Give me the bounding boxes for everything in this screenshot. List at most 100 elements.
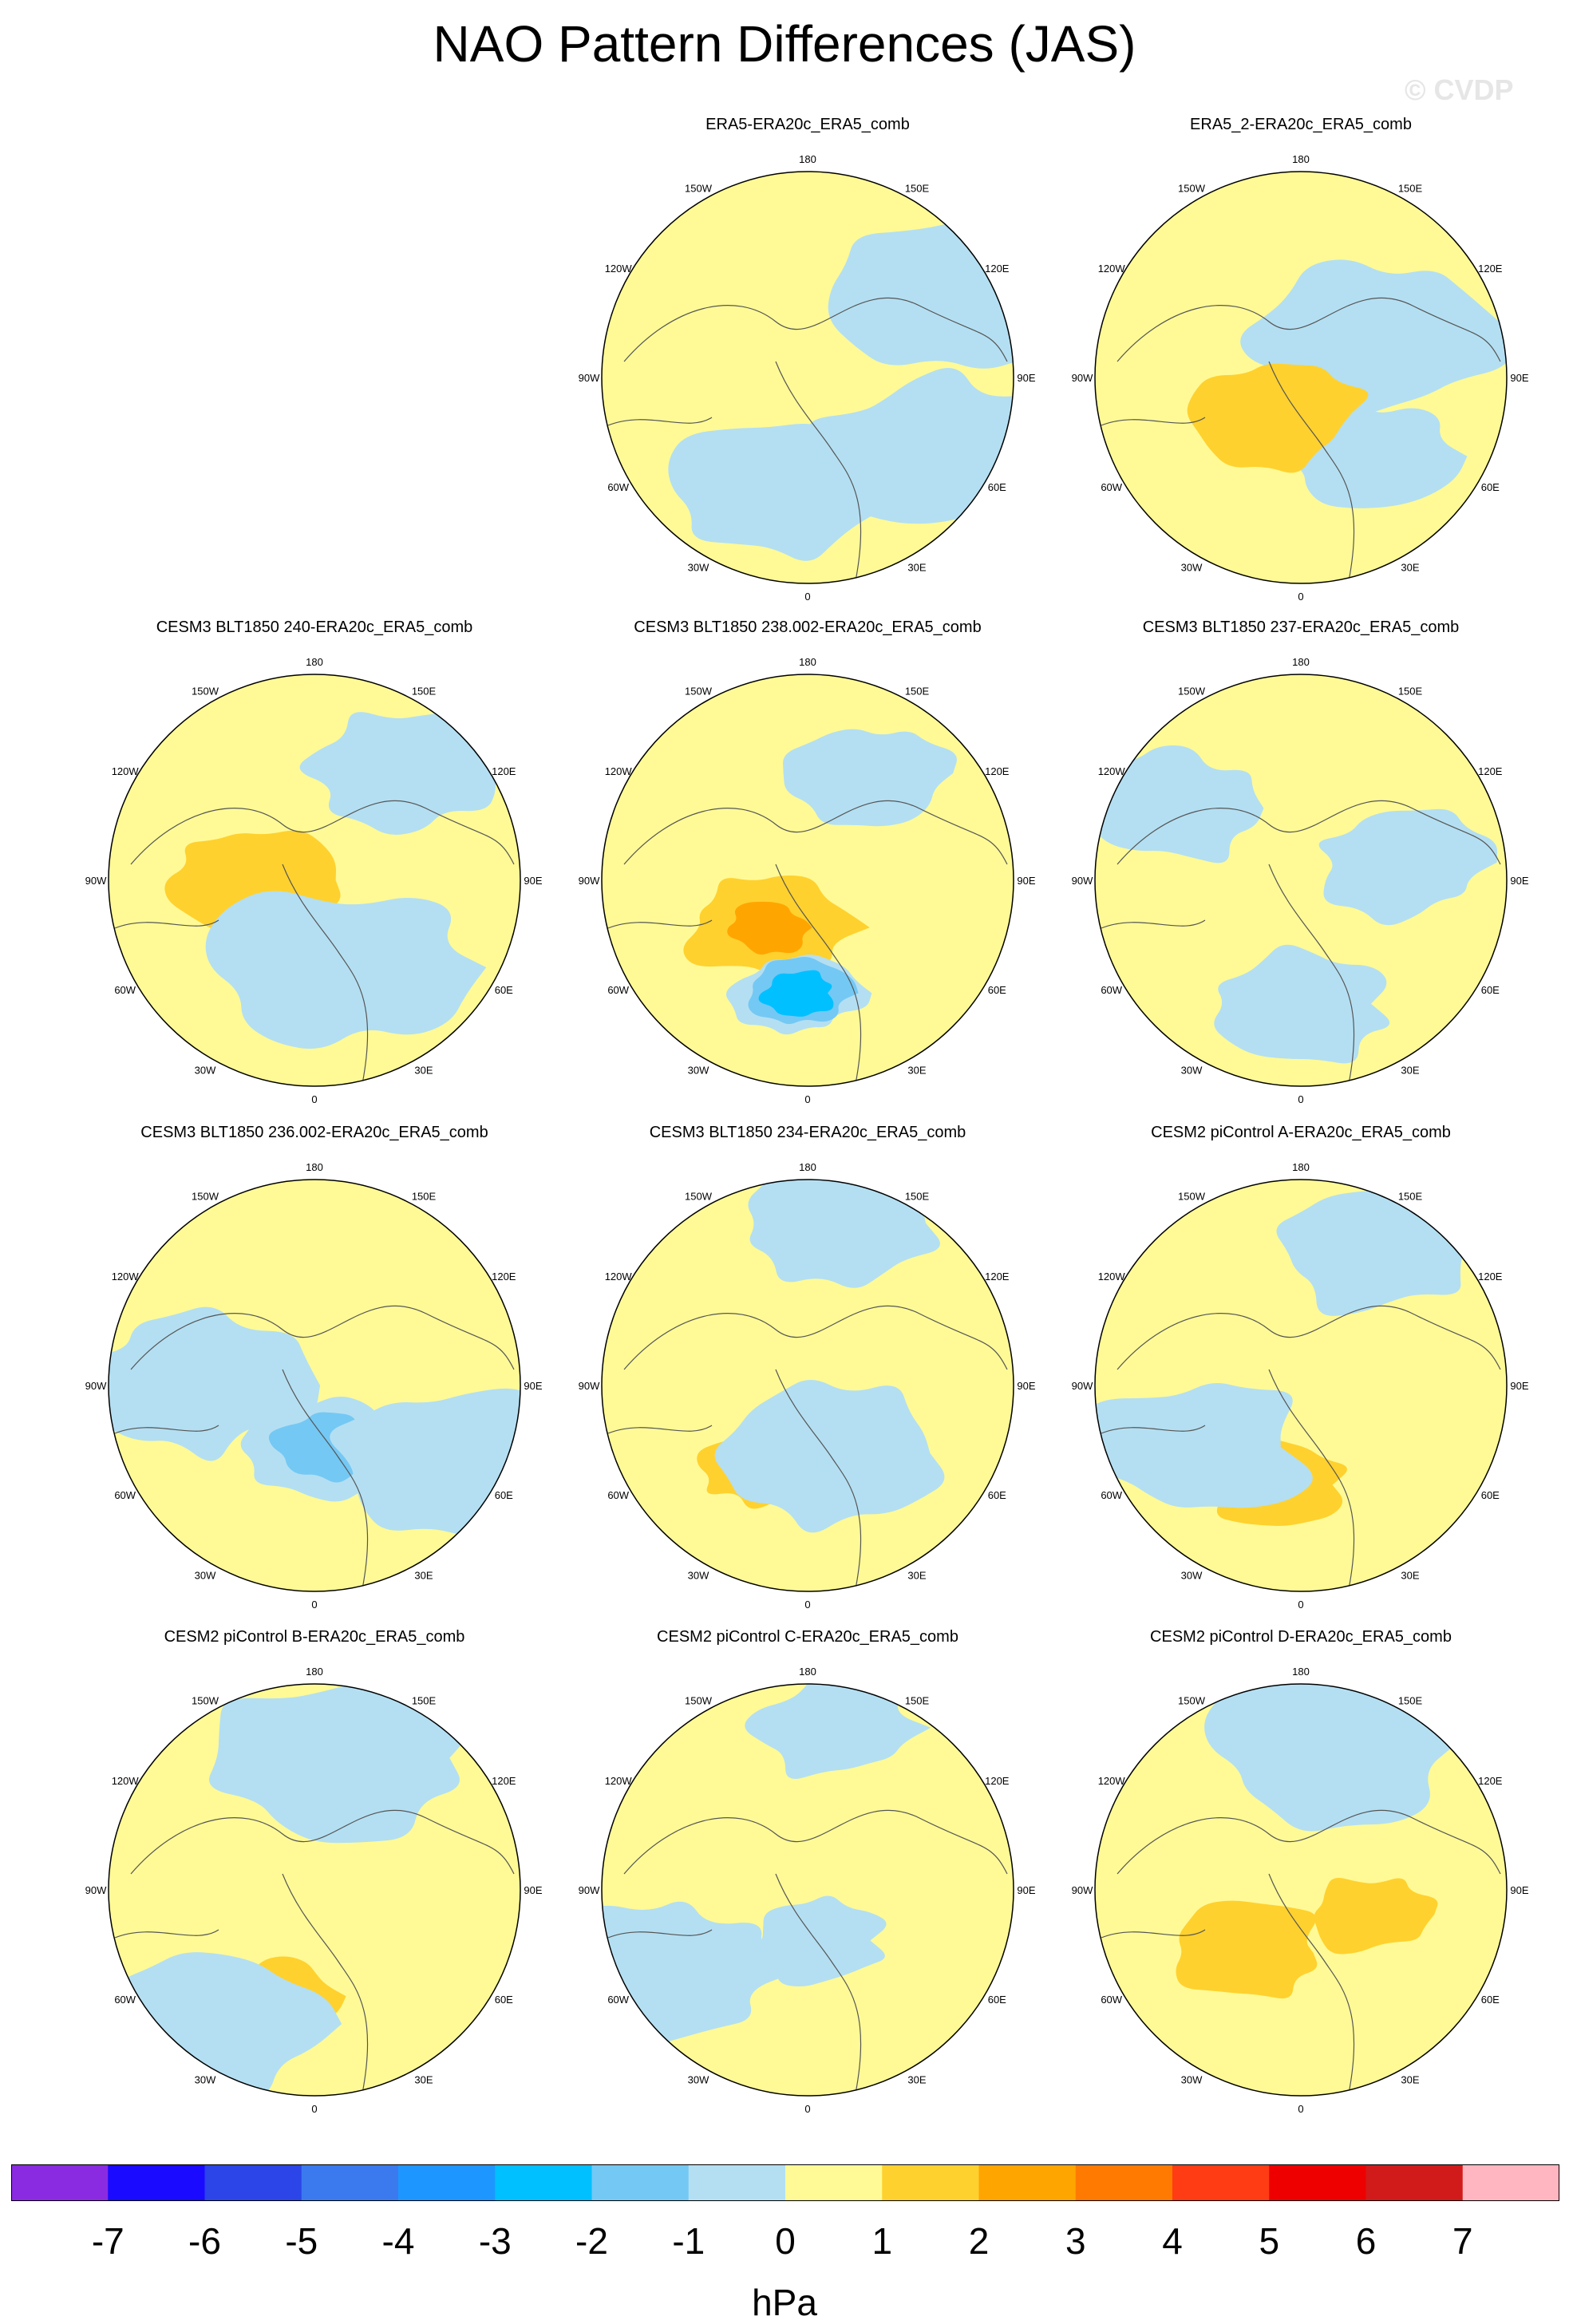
longitude-label: 150E bbox=[1398, 183, 1423, 195]
colorbar-swatch bbox=[785, 2164, 883, 2201]
anomaly-region bbox=[714, 1380, 945, 1533]
longitude-label: 30W bbox=[195, 1064, 216, 1076]
longitude-label: 30W bbox=[688, 1064, 709, 1076]
colorbar-label: -2 bbox=[575, 2220, 608, 2262]
longitude-label: 150E bbox=[1398, 1191, 1423, 1203]
polar-map: 180 150E 120E 90E 60E 30E 0 30W 60W 90W 120W 150W bbox=[579, 656, 1036, 1105]
longitude-label: 90W bbox=[579, 1884, 600, 1896]
polar-map: 180 150E 120E 90E 60E 30E 0 30W 60W 90W 120W 150W bbox=[1072, 153, 1529, 603]
panel-title: CESM3 BLT1850 234-ERA20c_ERA5_comb bbox=[649, 1124, 966, 1141]
longitude-label: 180 bbox=[799, 153, 816, 165]
anomaly-region bbox=[782, 729, 957, 827]
colorbar-swatch bbox=[1365, 2164, 1464, 2201]
colorbar-swatch bbox=[688, 2164, 786, 2201]
longitude-label: 90E bbox=[524, 1884, 542, 1896]
longitude-label: 30W bbox=[1181, 1064, 1203, 1076]
longitude-label: 60E bbox=[495, 1489, 513, 1501]
longitude-label: 180 bbox=[306, 1161, 323, 1173]
longitude-label: 90W bbox=[579, 875, 600, 887]
longitude-label: 120W bbox=[605, 263, 633, 275]
longitude-label: 30E bbox=[1401, 1064, 1419, 1076]
longitude-label: 0 bbox=[311, 1599, 317, 1611]
anomaly-region bbox=[1204, 1684, 1452, 1832]
longitude-label: 90W bbox=[1072, 875, 1093, 887]
longitude-label: 90E bbox=[1017, 875, 1035, 887]
longitude-label: 60W bbox=[607, 481, 629, 493]
panel-title: CESM3 BLT1850 240-ERA20c_ERA5_comb bbox=[156, 619, 473, 636]
colorbar-label: 2 bbox=[969, 2220, 990, 2262]
cvdp-watermark: © CVDP bbox=[1405, 73, 1514, 106]
anomaly-region bbox=[1095, 1382, 1313, 1508]
longitude-label: 0 bbox=[1298, 1093, 1303, 1105]
panel-title: CESM3 BLT1850 237-ERA20c_ERA5_comb bbox=[1142, 619, 1460, 636]
panel-title: ERA5_2-ERA20c_ERA5_comb bbox=[1190, 116, 1412, 133]
panel-title: CESM2 piControl D-ERA20c_ERA5_comb bbox=[1150, 1628, 1452, 1646]
map-panel: CESM3 BLT1850 240-ERA20c_ERA5_comb 180 150… bbox=[67, 619, 562, 1121]
longitude-label: 120E bbox=[985, 765, 1010, 777]
longitude-label: 30E bbox=[1401, 561, 1419, 573]
coastline bbox=[114, 1809, 515, 2094]
longitude-label: 120E bbox=[1478, 765, 1503, 777]
longitude-label: 150E bbox=[905, 686, 930, 698]
longitude-label: 180 bbox=[306, 1666, 323, 1678]
polar-map: 180 150E 120E 90E 60E 30E 0 30W 60W 90W 120W 150W bbox=[85, 1161, 543, 1611]
longitude-label: 60E bbox=[988, 984, 1006, 996]
map-panel: CESM3 BLT1850 237-ERA20c_ERA5_comb 180 150… bbox=[1053, 619, 1548, 1121]
map-panel: ERA5_2-ERA20c_ERA5_comb 180 150E 120E 90E 60E… bbox=[1053, 116, 1548, 619]
map-panel: CESM2 piControl D-ERA20c_ERA5_comb 180 150… bbox=[1053, 1628, 1548, 2131]
longitude-label: 0 bbox=[311, 2103, 317, 2115]
map-panel: CESM3 BLT1850 234-ERA20c_ERA5_comb 180 150… bbox=[560, 1124, 1055, 1626]
colorbar-label: 0 bbox=[775, 2220, 796, 2262]
coastline bbox=[1101, 297, 1501, 582]
longitude-label: 0 bbox=[804, 1093, 810, 1105]
colorbar-label: -6 bbox=[188, 2220, 221, 2262]
colorbar-swatch bbox=[1269, 2164, 1366, 2201]
colorbar-swatch bbox=[495, 2164, 592, 2201]
colorbar-swatch bbox=[1462, 2164, 1559, 2201]
longitude-label: 150E bbox=[412, 686, 437, 698]
map-boundary bbox=[601, 1683, 1014, 2097]
anomaly-region bbox=[1318, 808, 1498, 926]
longitude-label: 150E bbox=[1398, 686, 1423, 698]
coastline bbox=[114, 1305, 515, 1590]
longitude-label: 120E bbox=[985, 1775, 1010, 1787]
page-title: NAO Pattern Differences (JAS) bbox=[433, 15, 1136, 73]
coastline bbox=[607, 800, 1008, 1085]
longitude-label: 60E bbox=[495, 984, 513, 996]
colorbar-swatch bbox=[301, 2164, 399, 2201]
longitude-label: 60W bbox=[1101, 481, 1122, 493]
longitude-label: 150W bbox=[1178, 1191, 1206, 1203]
longitude-label: 60W bbox=[607, 1994, 629, 2006]
map-panel: CESM3 BLT1850 236.002-ERA20c_ERA5_comb 18… bbox=[67, 1124, 562, 1626]
anomaly-region bbox=[1314, 1878, 1438, 1954]
longitude-label: 180 bbox=[1292, 1666, 1310, 1678]
longitude-label: 60E bbox=[988, 1489, 1006, 1501]
longitude-label: 30W bbox=[688, 561, 709, 573]
longitude-label: 90W bbox=[1072, 1884, 1093, 1896]
longitude-label: 120E bbox=[492, 1775, 516, 1787]
longitude-label: 120W bbox=[605, 1271, 633, 1283]
longitude-label: 90E bbox=[1510, 1884, 1528, 1896]
longitude-label: 90E bbox=[524, 875, 542, 887]
colorbar-label: 1 bbox=[872, 2220, 893, 2262]
panel-title: ERA5-ERA20c_ERA5_comb bbox=[705, 116, 910, 133]
longitude-label: 90E bbox=[1017, 372, 1035, 384]
colorbar-units: hPa bbox=[752, 2282, 817, 2323]
map-boundary bbox=[108, 1179, 521, 1592]
longitude-label: 180 bbox=[306, 656, 323, 668]
longitude-label: 120W bbox=[1098, 765, 1126, 777]
panel-title: CESM2 piControl B-ERA20c_ERA5_comb bbox=[164, 1628, 465, 1646]
colorbar-label: 4 bbox=[1162, 2220, 1183, 2262]
map-boundary bbox=[108, 674, 521, 1087]
longitude-label: 180 bbox=[799, 656, 816, 668]
anomaly-region bbox=[1214, 944, 1390, 1064]
polar-map: 180 150E 120E 90E 60E 30E 0 30W 60W 90W 120W 150W bbox=[85, 1666, 543, 2115]
coastline bbox=[1101, 800, 1501, 1085]
longitude-label: 90E bbox=[1017, 1380, 1035, 1392]
map-panel: ERA5-ERA20c_ERA5_comb 180 150E 120E 90E 60E 30… bbox=[560, 116, 1055, 619]
coastline bbox=[607, 1305, 1008, 1590]
colorbar-swatch bbox=[882, 2164, 979, 2201]
longitude-label: 120E bbox=[1478, 1271, 1503, 1283]
longitude-label: 180 bbox=[1292, 153, 1310, 165]
map-panel: CESM2 piControl B-ERA20c_ERA5_comb 180 150… bbox=[67, 1628, 562, 2131]
